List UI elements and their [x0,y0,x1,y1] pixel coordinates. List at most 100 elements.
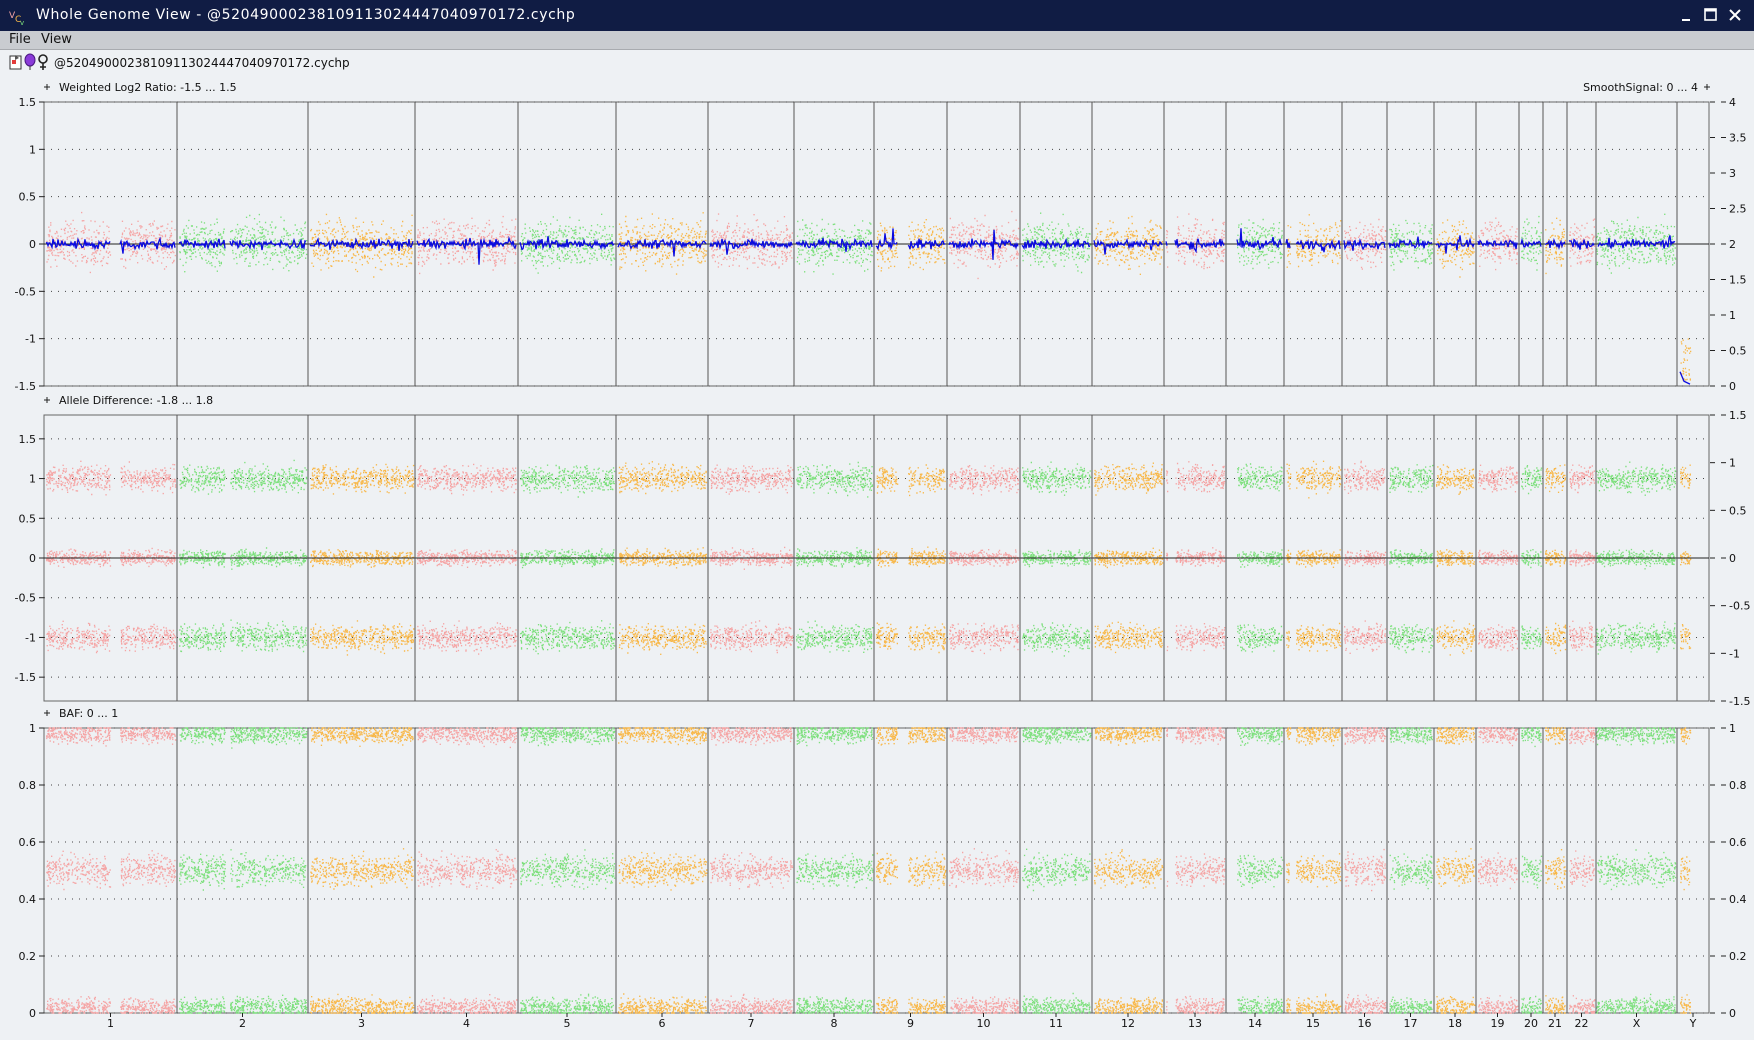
chromosome-label[interactable]: 5 [564,1017,571,1030]
chromosome-label[interactable]: X [1633,1017,1641,1030]
data-points-chr-18 [1436,464,1476,656]
panel-log2-ratio[interactable]: 1.5 1 0.5 0 -0.5 -1 -1.5 4 3.5 3 2.5 2 1.5 1 0.5 0 Weigh… [15,81,1747,393]
svg-text:V: V [9,11,16,21]
chromosome-label[interactable]: 2 [239,1017,246,1030]
y-tick-label: -1 [25,333,36,346]
panel-right-label: SmoothSignal: 0 ... 4 [1583,81,1698,94]
y-tick-label: 1.5 [19,96,37,109]
right-tick-label: 0 [1729,552,1736,565]
data-points-chr-12 [1094,215,1164,275]
right-tick-label: 3 [1729,167,1736,180]
right-tick-label: 1 [1729,309,1736,322]
data-points-chr-10 [949,210,1020,280]
right-tick-label: -1.5 [1729,695,1750,708]
chromosome-label[interactable]: Y [1689,1017,1697,1030]
y-tick-label: 0.6 [19,836,37,849]
chromosome-label[interactable]: 6 [659,1017,666,1030]
chromosome-label[interactable]: 8 [831,1017,838,1030]
right-tick-label: 0.4 [1729,893,1747,906]
data-points-chr-19 [1478,464,1519,652]
panel-baf[interactable]: 1 0.8 0.6 0.4 0.2 0 1 0.8 0.6 0.4 0.2 0 BAF: 0 ... 1 [19,707,1747,1020]
data-points-chr-7 [710,727,794,1014]
data-points-chr-19 [1478,217,1518,271]
expand-icon[interactable] [44,710,50,716]
expand-icon[interactable] [44,397,50,403]
minimize-icon[interactable] [1678,6,1696,24]
data-points-chr-11 [1022,212,1092,274]
data-points-chr-15 [1286,460,1342,652]
y-tick-label: 1 [29,722,36,735]
right-tick-label: 1 [1729,457,1736,470]
data-points-chr-21 [1545,217,1567,275]
data-points-chr-14 [1237,463,1283,653]
right-tick-label: 0 [1729,380,1736,393]
chromosome-label[interactable]: 17 [1404,1017,1418,1030]
chromosome-label[interactable]: 22 [1575,1017,1589,1030]
y-tick-label: 0.8 [19,779,37,792]
chromosome-axis: 1 2 3 4 5 6 7 8 9 10 11 12 13 14 15 16 17 18 19 20 21 22 X Y [107,1013,1697,1030]
right-tick-label: 0 [1729,1007,1736,1020]
maximize-icon[interactable] [1702,6,1720,24]
chromosome-label[interactable]: 3 [358,1017,365,1030]
expand-icon[interactable] [44,84,50,90]
chromosome-label[interactable]: 1 [107,1017,114,1030]
chromosome-label[interactable]: 21 [1548,1017,1562,1030]
data-points-chr-19 [1478,727,1519,1014]
data-points-chr-11 [1022,727,1092,1014]
chromosome-label[interactable]: 4 [463,1017,470,1030]
chromosome-label[interactable]: 16 [1358,1017,1372,1030]
data-points-chr-12 [1094,727,1164,1014]
chromosome-label[interactable]: 20 [1524,1017,1538,1030]
chromosome-label[interactable]: 12 [1121,1017,1135,1030]
close-icon[interactable] [1726,6,1744,24]
balloon-icon[interactable] [24,53,36,71]
y-tick-label: 0.5 [19,191,37,204]
smooth-signal-line [45,228,1691,385]
chromosome-label[interactable]: 11 [1049,1017,1063,1030]
data-points-chr-11 [1022,461,1092,657]
data-points-chr-17 [1389,464,1434,654]
chromosome-label[interactable]: 14 [1248,1017,1262,1030]
data-points-chr-1 [46,460,177,654]
y-tick-label: -1.5 [15,671,36,684]
menu-view[interactable]: View [41,32,72,47]
right-tick-label: 1.5 [1729,274,1747,287]
chromosome-label[interactable]: 9 [907,1017,914,1030]
data-points-chr-Y [1680,464,1692,650]
y-tick-label: 0.5 [19,512,37,525]
svg-text:C: C [15,15,21,25]
chromosome-label[interactable]: 7 [748,1017,755,1030]
menu-file[interactable]: File [9,32,31,47]
menu-bar: File View [0,31,1754,50]
data-points-chr-2 [179,213,308,273]
data-points-chr-20 [1521,727,1543,1014]
chromosome-label[interactable]: 19 [1491,1017,1505,1030]
data-points-chr-1 [46,727,177,1014]
chromosome-label[interactable]: 15 [1306,1017,1320,1030]
data-points-chr-13 [1166,727,1226,1014]
chromosome-label[interactable]: 13 [1188,1017,1202,1030]
chromosome-label[interactable]: 18 [1448,1017,1462,1030]
data-points-chr-4 [417,215,518,275]
y-tick-label: 0 [29,238,36,251]
select-icon[interactable] [9,54,23,70]
data-points-chr-3 [310,727,415,1014]
y-tick-label: 1 [29,473,36,486]
data-points-chr-6 [618,727,708,1014]
data-points-chr-10 [949,465,1020,655]
y-tick-label: 1 [29,143,36,156]
right-tick-label: 0.6 [1729,836,1747,849]
data-points-chr-18 [1436,219,1475,278]
chromosome-label[interactable]: 10 [977,1017,991,1030]
y-tick-label: -0.5 [15,285,36,298]
panel-allele-difference[interactable]: 1.5 1 0.5 0 -0.5 -1 -1.5 1.5 1 0.5 0 -0.5 -1 -1.5 Alle… [15,394,1751,708]
data-points-chr-4 [417,463,518,655]
data-points-chr-20 [1521,215,1543,271]
data-points-chr-X [1596,727,1677,1014]
right-tick-label: 2.5 [1729,203,1747,216]
data-points-chr-6 [618,212,708,275]
expand-icon[interactable] [1704,84,1710,90]
female-symbol-icon[interactable] [37,53,49,71]
y-tick-label: -1 [25,631,36,644]
